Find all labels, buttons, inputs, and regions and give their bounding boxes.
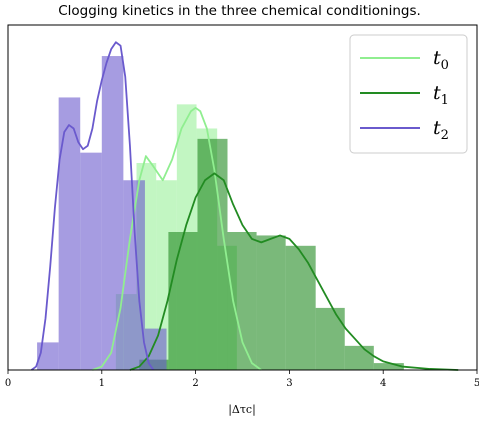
plot-area: [30, 41, 459, 371]
bar-t2: [144, 328, 167, 370]
x-tick-label: 1: [99, 378, 105, 389]
bar-t2: [58, 97, 81, 370]
legend-label-t2: t2: [433, 117, 449, 143]
bar-t1: [344, 345, 374, 370]
bar-t1: [168, 232, 198, 370]
x-tick-label: 3: [286, 378, 292, 389]
legend-label-t0: t0: [433, 47, 449, 73]
x-tick-label: 5: [474, 378, 479, 389]
x-tick-label: 4: [380, 378, 386, 389]
histogram-t2: [37, 56, 167, 371]
bar-t1: [227, 232, 257, 370]
kde-line-t2: [30, 41, 155, 371]
kde-line-t0: [92, 106, 262, 371]
bar-t1: [315, 307, 345, 370]
x-axis-label: |Δτc|: [228, 403, 256, 417]
kde-line-t1: [129, 172, 459, 371]
x-tick-label: 0: [5, 378, 11, 389]
bar-t2: [123, 180, 145, 370]
bar-t1: [197, 138, 228, 370]
x-axis: 0 1 2 3 4 5: [5, 370, 479, 389]
bar-t2: [80, 152, 102, 370]
plot-frame: [7, 24, 478, 371]
bar-t2: [101, 56, 124, 371]
legend-label-t1: t1: [433, 82, 449, 108]
x-tick-label: 2: [192, 378, 198, 389]
bar-t2: [37, 342, 59, 370]
bar-t1: [285, 245, 316, 370]
bar-t1: [256, 235, 286, 370]
chart-title: Clogging kinetics in the three chemical …: [58, 3, 421, 19]
bar-t1: [373, 363, 404, 370]
legend: t0 t1 t2: [349, 34, 468, 154]
